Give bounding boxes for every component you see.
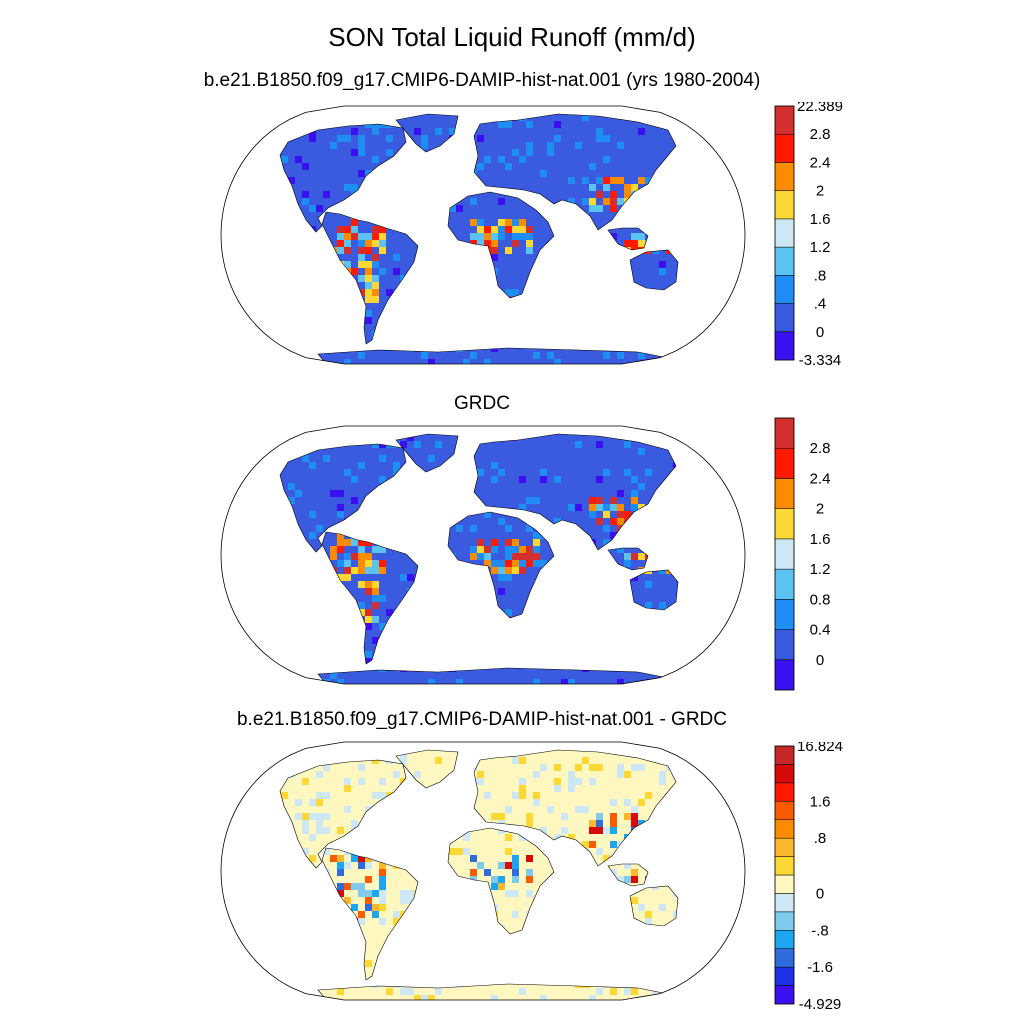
panel-1-subtitle: b.e21.B1850.f09_g17.CMIP6-DAMIP-hist-nat…: [203, 70, 761, 91]
colorbar-swatch: [774, 837, 795, 857]
colorbar-tick-label: 2.8: [810, 440, 831, 457]
panel-2-subtitle: GRDC: [454, 393, 510, 414]
colorbar-tick-label: 0: [816, 324, 824, 341]
colorbar-tick-label: 2: [816, 501, 824, 518]
colorbar-tick-label: 1.6: [810, 793, 831, 810]
colorbar-swatch: [774, 911, 795, 931]
colorbar-swatch: [774, 745, 795, 765]
runoff-map-model: [220, 105, 746, 365]
colorbar-tick-label: 16.824: [797, 742, 843, 755]
colorbar-tick-label: 0: [816, 885, 824, 902]
colorbar-tick-label: 1.2: [810, 239, 831, 256]
colorbar-swatch: [774, 659, 795, 691]
colorbar-swatch: [774, 856, 795, 876]
colorbar-swatch: [774, 218, 795, 248]
colorbar-swatch: [774, 331, 795, 361]
colorbar-tick-label: 1.6: [810, 531, 831, 548]
colorbar-swatch: [774, 105, 795, 135]
colorbar-tick-label: 22.389: [797, 102, 843, 115]
colorbar-swatch: [774, 417, 795, 449]
colorbar-swatch: [774, 629, 795, 661]
colorbar-tick-label: 2.4: [810, 470, 831, 487]
colorbar-swatch: [774, 478, 795, 509]
colorbar-tick-label: -1.6: [807, 959, 833, 976]
colorbar-swatch: [774, 930, 795, 949]
colorbar-model: -3.334 0 .4 .8 1.2 1.6 2 2.4 2.8 22.389: [774, 102, 843, 368]
colorbar-swatch: [774, 508, 795, 540]
colorbar-tick-label: 0.4: [810, 622, 831, 639]
panel-3-subtitle: b.e21.B1850.f09_g17.CMIP6-DAMIP-hist-nat…: [236, 709, 727, 730]
colorbar-swatch: [774, 568, 795, 600]
colorbar-swatch: [774, 599, 795, 630]
colorbar-grdc: 0 0.4 0.8 1.2 1.6 2 2.4 2.8: [774, 417, 831, 691]
colorbar-swatch: [774, 190, 795, 220]
colorbar-swatch: [774, 275, 795, 304]
colorbar-swatch: [774, 246, 795, 276]
colorbar-swatch: [774, 948, 795, 968]
colorbar-swatch: [774, 782, 795, 802]
colorbar-swatch: [774, 447, 795, 479]
colorbar-swatch: [774, 162, 795, 191]
colorbar-tick-label: .4: [814, 296, 827, 313]
colorbar-tick-label: 1.2: [810, 561, 831, 578]
colorbar-tick-label: 2: [816, 183, 824, 200]
colorbar-tick-label: 2.8: [810, 126, 831, 143]
colorbar-tick-label: -.8: [811, 922, 829, 939]
colorbar-swatch: [774, 874, 795, 894]
page-title: SON Total Liquid Runoff (mm/d): [328, 22, 696, 52]
runoff-map-grdc: [220, 425, 746, 685]
colorbar-tick-label: 2.4: [810, 154, 831, 171]
colorbar-swatch: [774, 801, 795, 820]
colorbar-tick-label: .8: [814, 830, 827, 847]
colorbar-tick-label: -4.929: [799, 996, 842, 1012]
colorbar-swatch: [774, 538, 795, 570]
colorbar-tick-label: 1.6: [810, 211, 831, 228]
colorbar-tick-label: 0.8: [810, 591, 831, 608]
colorbar-tick-label: .8: [814, 267, 827, 284]
colorbar-tick-label: 0: [816, 652, 824, 669]
colorbar-swatch: [774, 893, 795, 913]
colorbar-swatch: [774, 985, 795, 1005]
colorbar-tick-label: -3.334: [799, 352, 842, 368]
colorbar-swatch: [774, 133, 795, 163]
colorbar-swatch: [774, 819, 795, 839]
colorbar-swatch: [774, 303, 795, 333]
runoff-map-difference: [220, 741, 746, 1001]
colorbar-swatch: [774, 966, 795, 986]
colorbar-swatch: [774, 764, 795, 784]
colorbar-difference: -4.929 -1.6 -.8 0 .8 1.6 16.824: [774, 742, 843, 1012]
